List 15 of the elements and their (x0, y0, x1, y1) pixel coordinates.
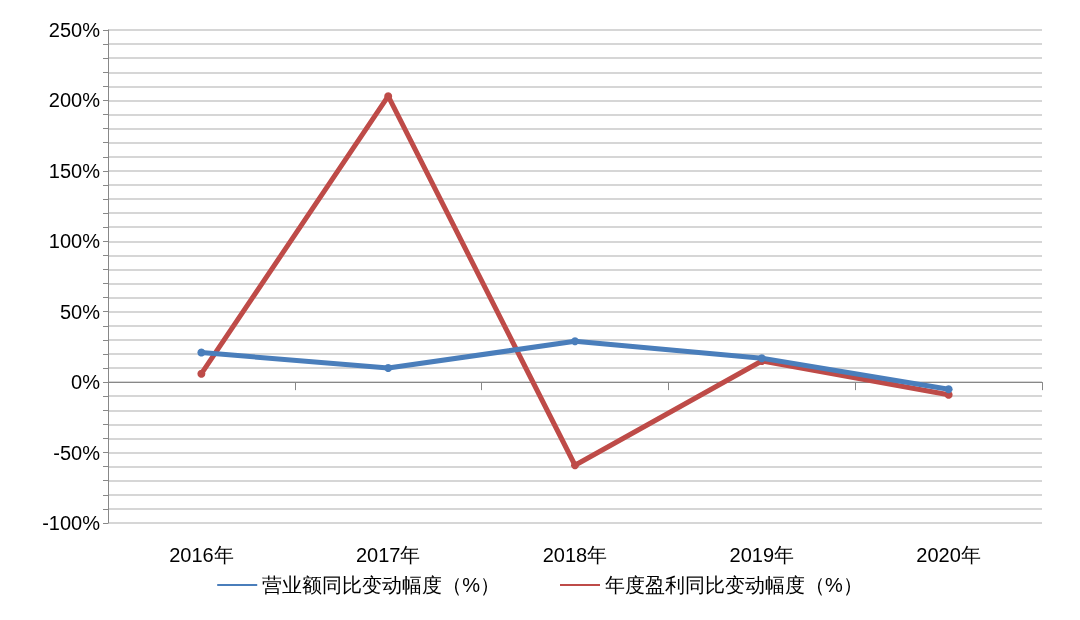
legend-label: 营业额同比变动幅度（%） (262, 574, 501, 596)
x-tick-label: 2018年 (542, 544, 608, 566)
y-tick-label: 150% (48, 159, 101, 182)
y-tick-label: 200% (48, 89, 101, 112)
y-tick-label: 50% (59, 300, 101, 323)
y-tick-label: -100% (42, 512, 101, 534)
x-tick-label: 2019年 (729, 544, 795, 566)
legend-label: 年度盈利同比变动幅度（%） (605, 574, 863, 596)
x-tick-label: 2016年 (169, 544, 234, 566)
y-tick-label: 100% (48, 230, 101, 253)
x-tick-label: 2017年 (355, 544, 421, 566)
y-tick-label: 250% (48, 19, 101, 41)
y-tick-label: 0% (71, 371, 101, 394)
x-tick-label: 2020年 (916, 544, 981, 566)
y-tick-label: -50% (53, 441, 101, 464)
